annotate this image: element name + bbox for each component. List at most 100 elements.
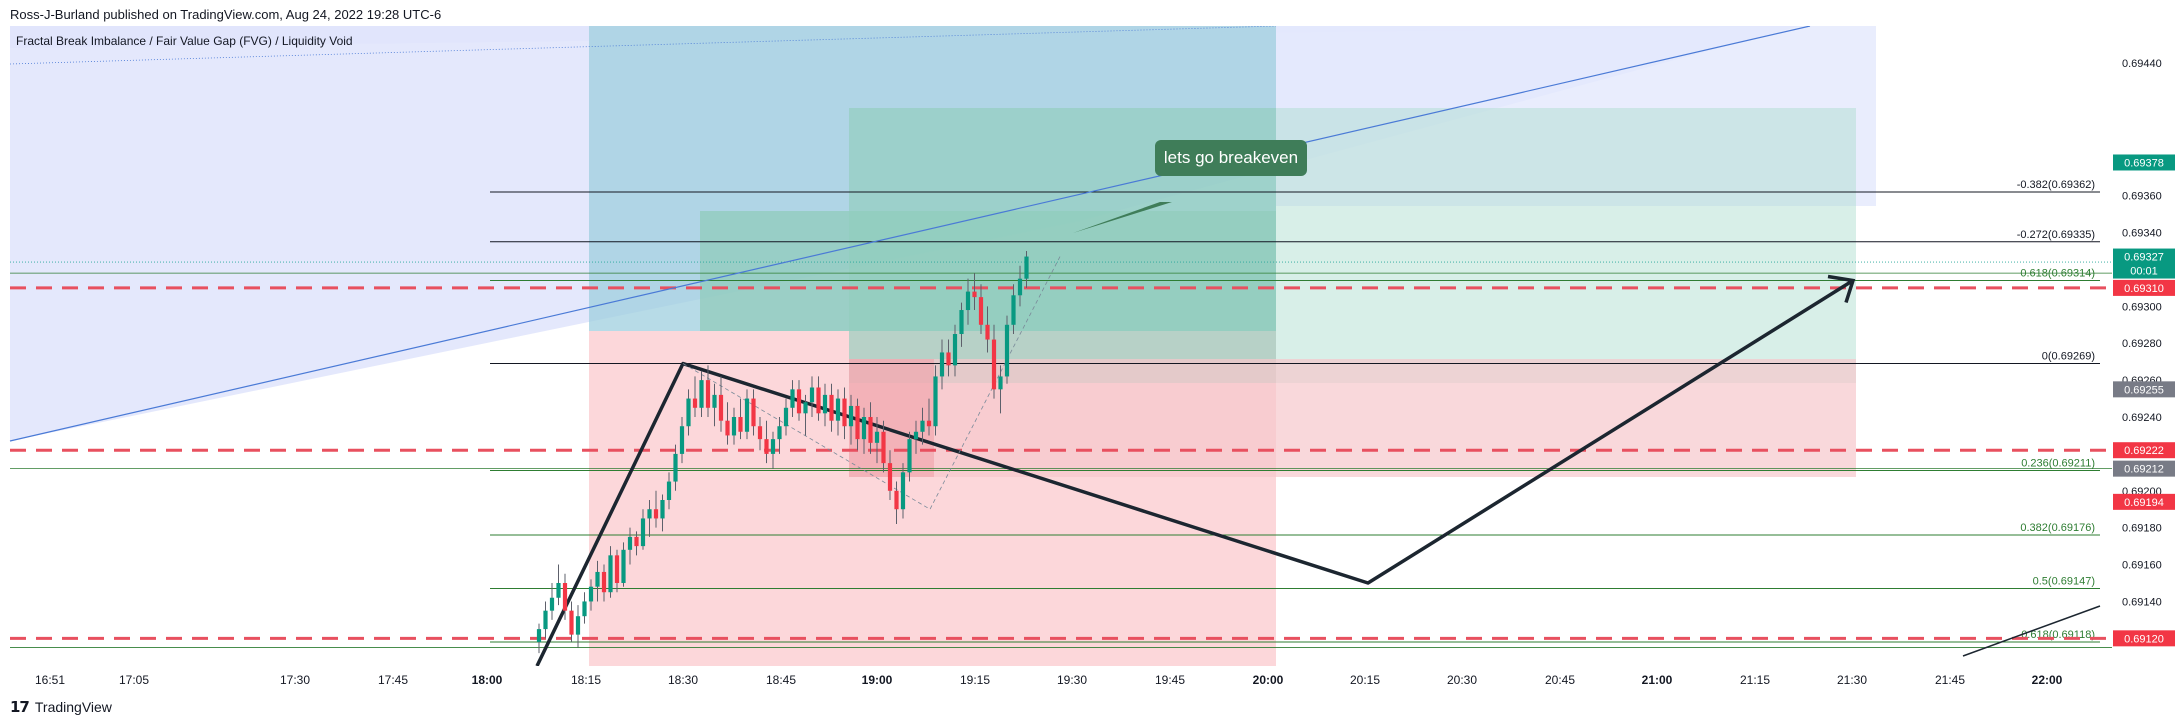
candle-body (673, 453, 678, 482)
candle-body (868, 417, 873, 443)
price-badge-countdown: 00:01 (2130, 266, 2158, 278)
candle-body (848, 405, 854, 427)
candle (887, 450, 893, 501)
price-badge-label: 0.69327 (2124, 252, 2164, 264)
candle-body (692, 398, 698, 408)
candle-body (894, 490, 899, 510)
candle (660, 494, 665, 532)
annotation-callout: lets go breakeven (1073, 140, 1307, 233)
candle (536, 623, 542, 654)
candle-body (783, 407, 789, 427)
fvg-zone (849, 359, 934, 477)
candle (874, 417, 880, 464)
candle-body (731, 417, 737, 436)
price-badge-label: 0.69222 (2124, 445, 2164, 457)
candle-body (653, 509, 659, 519)
candle (1024, 251, 1029, 288)
price-tick-label: 0.69160 (2122, 560, 2162, 572)
candle-body (679, 426, 685, 454)
time-tick-label: 18:30 (668, 673, 698, 687)
candle (913, 420, 919, 454)
price-tick-label: 0.69440 (2122, 58, 2162, 70)
time-tick-label: 18:00 (472, 673, 503, 687)
candle (718, 376, 724, 432)
candle (972, 273, 977, 311)
candle (926, 398, 932, 436)
time-tick-label: 20:00 (1253, 673, 1284, 687)
candle-body (881, 431, 886, 464)
candle-body (861, 417, 867, 440)
candle-body (621, 549, 626, 584)
candle-body (543, 610, 548, 630)
candle (816, 376, 821, 421)
candle (809, 376, 815, 418)
time-tick-label: 21:30 (1837, 673, 1867, 687)
candle-body (1024, 256, 1029, 279)
candle-body (790, 389, 795, 408)
candle (705, 365, 711, 418)
candle-body (582, 601, 587, 617)
time-tick-label: 18:15 (571, 673, 601, 687)
candle-body (595, 571, 600, 587)
price-badge (2113, 442, 2175, 459)
candle (861, 407, 867, 454)
candle (777, 417, 782, 454)
drawings-layer (9, 26, 2101, 667)
candle (965, 278, 971, 325)
annotation-pointer (1073, 202, 1172, 233)
candle-body (842, 398, 847, 427)
candle (985, 306, 990, 353)
candle-body (920, 420, 925, 432)
publisher-text: Ross-J-Burland published on TradingView.… (10, 7, 442, 22)
candle (588, 579, 594, 611)
price-axis[interactable]: USD0.694400.693600.693400.693200.693000.… (2112, 26, 2181, 692)
time-tick-label: 17:45 (378, 673, 408, 687)
candle-body (816, 387, 821, 414)
time-axis[interactable]: 16:51 17:05 17:30 17:45 18:00 18:15 18:30 18:45… (0, 666, 2112, 692)
time-tick-label: 17:05 (119, 673, 149, 687)
candle-body (829, 394, 834, 421)
candle-body (835, 398, 841, 421)
fib-level-label: 0.5(0.69147) (2033, 576, 2095, 588)
candle-body (751, 398, 756, 427)
price-badge-label: 0.69212 (2124, 464, 2164, 476)
price-badge (2113, 630, 2175, 647)
rising-trendline (9, 26, 1811, 442)
price-chart[interactable]: -0.382(0.69362)-0.272(0.69335)0.618(0.69… (0, 26, 2181, 692)
candle (900, 463, 906, 519)
candle-body (822, 394, 828, 414)
fib-level-label: 0.236(0.69211) (2021, 457, 2095, 469)
candle (790, 380, 795, 418)
price-badge-label: 0.69310 (2124, 283, 2164, 295)
candle (842, 387, 847, 440)
candle (556, 564, 561, 606)
chart-title: Fractal Break Imbalance / Fair Value Gap… (16, 34, 353, 48)
time-tick-label: 17:30 (280, 673, 310, 687)
time-tick-label: 21:15 (1740, 673, 1770, 687)
tradingview-logo-label: TradingView (34, 699, 112, 715)
candle-body (744, 398, 750, 432)
candle-body (933, 376, 938, 427)
fib-level-label: 0.382(0.69176) (2020, 522, 2095, 534)
price-tick-label: 0.69300 (2122, 301, 2162, 313)
time-tick-label: 20:45 (1545, 673, 1575, 687)
candle (822, 383, 828, 427)
candle-body (562, 583, 568, 611)
candle-body (1011, 295, 1016, 325)
tradingview-logo-icon: 17 (10, 698, 30, 716)
zones-layer (0, 26, 2112, 666)
candle (868, 402, 873, 454)
time-tick-label: 21:00 (1642, 673, 1673, 687)
time-tick-label: 20:30 (1447, 673, 1477, 687)
candle-body (939, 352, 945, 377)
tradingview-logo[interactable]: 17 TradingView (10, 698, 112, 716)
candle-body (660, 500, 665, 519)
candle (647, 500, 652, 537)
candle (744, 389, 750, 440)
candle-body (803, 402, 808, 414)
price-tick-label: 0.69280 (2122, 338, 2162, 350)
candle-body (764, 439, 769, 454)
footer: 17 TradingView (0, 692, 2181, 721)
candle-body (796, 389, 802, 414)
fib-connector (682, 256, 1061, 510)
